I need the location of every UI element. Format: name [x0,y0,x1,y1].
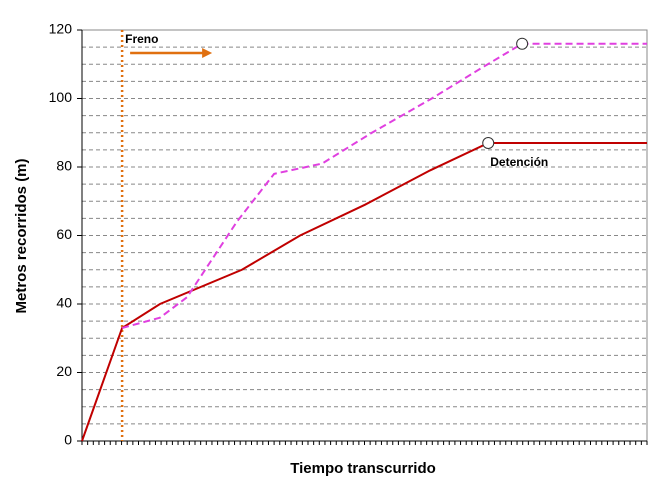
x-axis-label: Tiempo transcurrido [290,460,436,477]
stop-label: Detención [490,155,548,169]
y-tick-label: 40 [56,295,72,311]
brake-label: Freno [125,32,158,46]
stop-marker [516,37,529,50]
y-tick-label: 0 [64,432,72,448]
series-line [81,142,647,442]
y-tick-label: 100 [49,89,73,105]
brake-arrow-head [202,48,213,58]
y-axis-label: Metros recorridos (m) [13,158,30,313]
series-line [121,42,647,329]
y-tick-label: 120 [49,21,73,37]
y-tick-label: 20 [56,363,72,379]
y-tick-label: 60 [56,226,72,242]
stop-marker [482,137,495,150]
y-tick-label: 80 [56,158,72,174]
